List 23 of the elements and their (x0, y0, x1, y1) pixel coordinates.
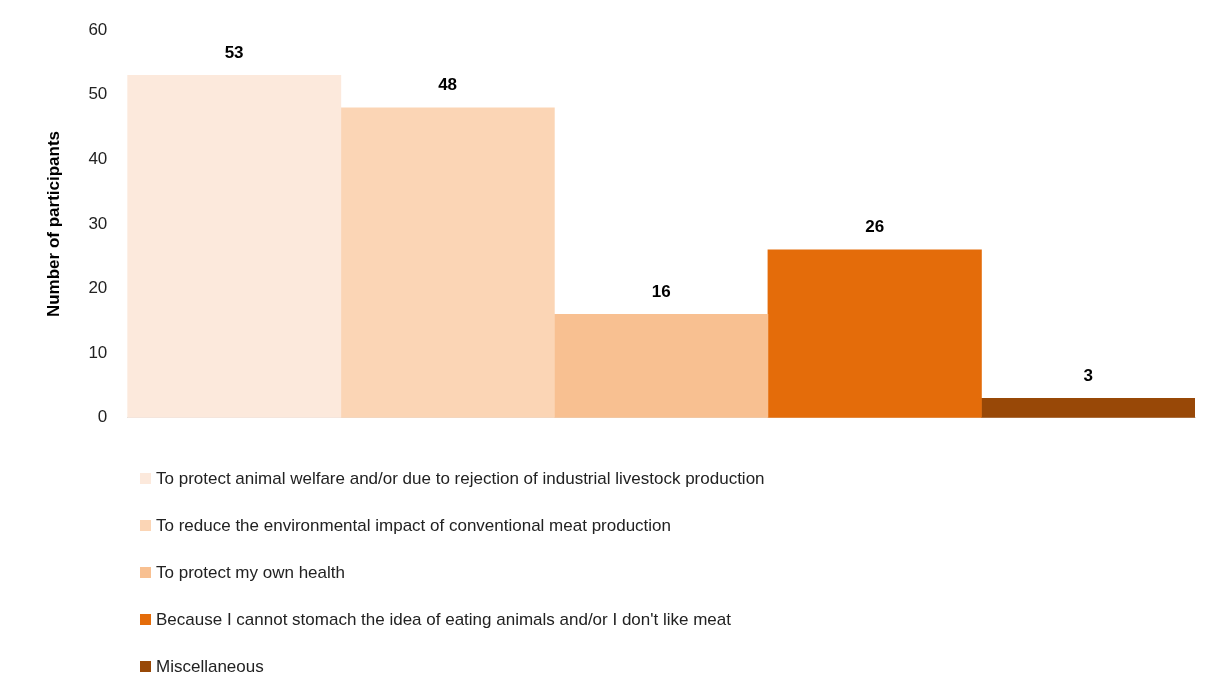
bar (127, 75, 342, 418)
y-tick-label: 10 (88, 342, 108, 362)
y-tick-label: 30 (88, 213, 108, 233)
data-label: 3 (1083, 365, 1093, 385)
bar (767, 249, 982, 418)
legend-label: To protect my own health (156, 562, 345, 583)
y-tick-label: 20 (88, 278, 108, 298)
y-axis-title: Number of participants (43, 130, 63, 318)
bar (981, 398, 1195, 418)
y-tick-label: 0 (97, 407, 108, 427)
bar (554, 314, 769, 418)
legend-label: To protect animal welfare and/or due to rejection of industrial livestock production (156, 468, 765, 489)
bar (340, 107, 555, 418)
legend-label: To reduce the environmental impact of conventional meat production (156, 515, 672, 536)
y-tick-label: 60 (88, 19, 108, 39)
y-tick-label: 40 (88, 149, 108, 169)
legend-label: Miscellaneous (156, 656, 264, 677)
data-label: 53 (224, 42, 244, 62)
data-label: 16 (651, 281, 671, 301)
legend-label: Because I cannot stomach the idea of eating animals and/or I don't like meat (156, 609, 731, 630)
y-tick-label: 50 (88, 84, 108, 104)
data-label: 26 (865, 217, 885, 237)
data-label: 48 (438, 74, 458, 94)
